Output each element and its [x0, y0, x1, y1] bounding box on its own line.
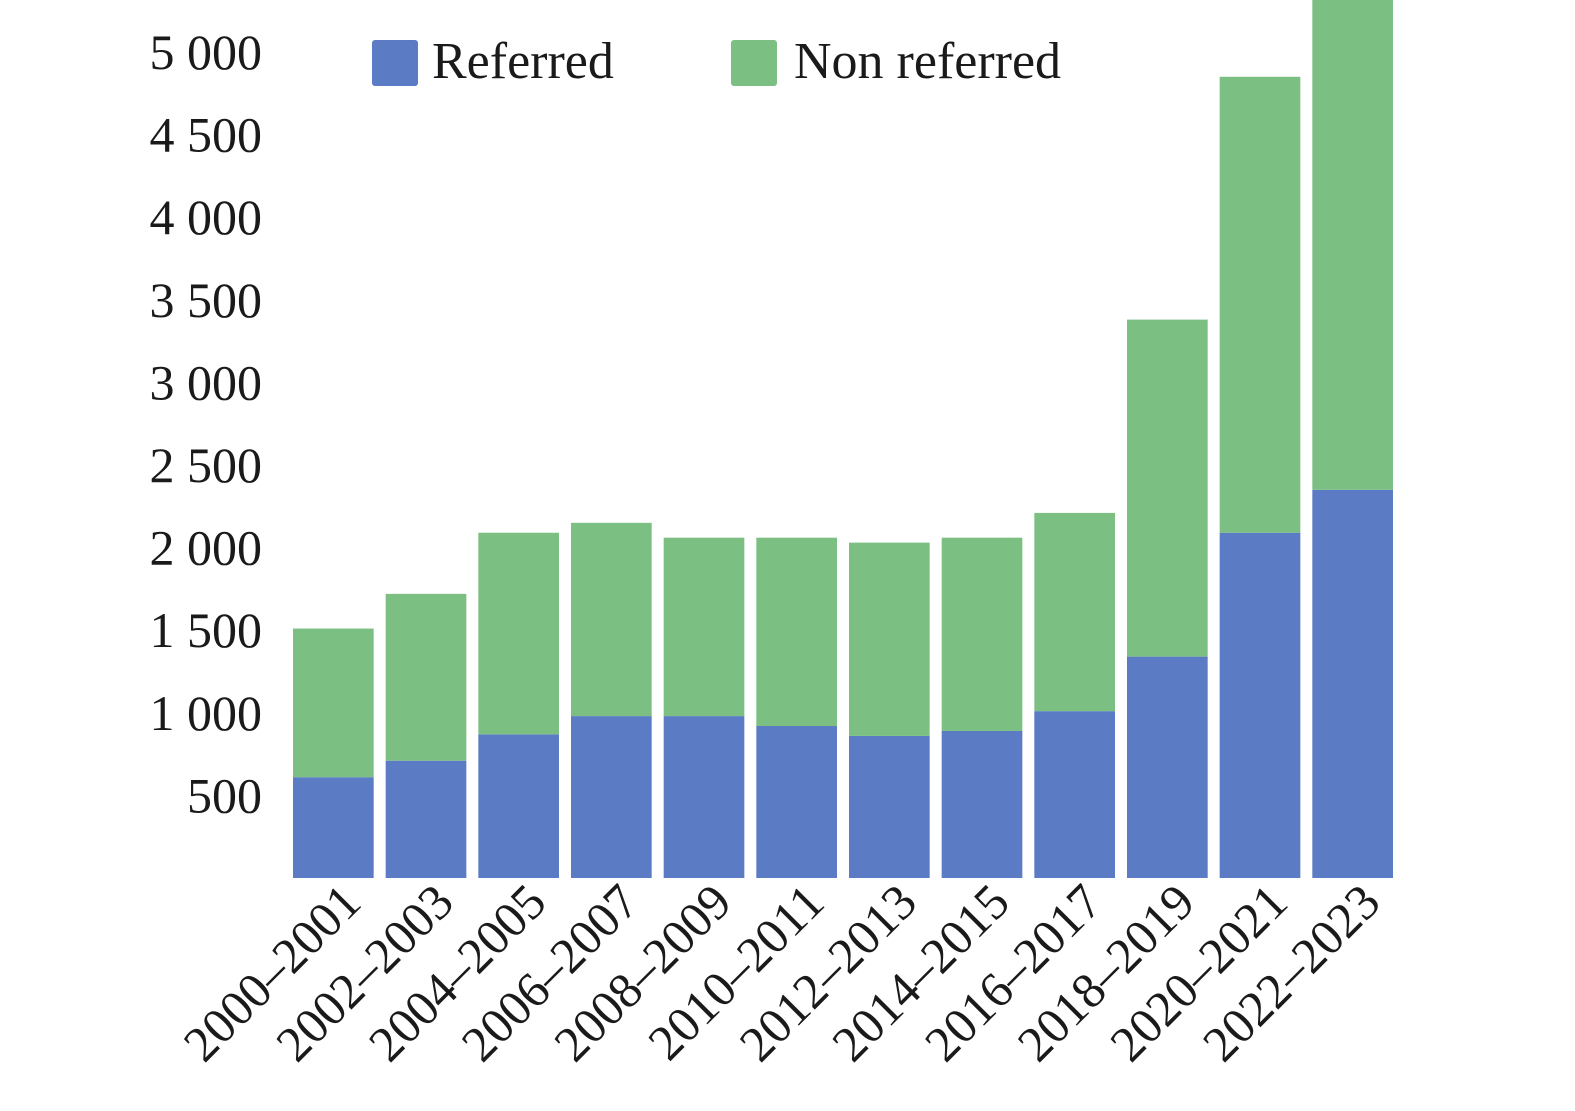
legend-label: Non referred: [794, 33, 1061, 90]
bar-non-referred: [756, 537, 837, 727]
bar-non-referred: [571, 522, 652, 717]
bar-referred: [1219, 532, 1301, 878]
bar-referred: [293, 777, 374, 878]
bar-referred: [756, 726, 837, 878]
y-tick-label: 2 500: [150, 437, 263, 493]
y-tick-label: 1 500: [150, 602, 263, 658]
legend: Referred Non referred: [372, 33, 1061, 90]
y-tick-label: 500: [187, 767, 262, 823]
y-tick-label: 2 000: [150, 520, 263, 576]
bar-referred: [1034, 711, 1115, 878]
x-axis: 2000–20012002–20032004–20052006–20072008…: [172, 873, 1390, 1072]
y-tick-label: 3 000: [150, 354, 263, 410]
bar-non-referred: [1219, 76, 1301, 533]
bar-non-referred: [1034, 512, 1115, 712]
y-axis: 500 1 000 1 500 2 000 2 500 3 000 3 500 4 000 4 …: [150, 24, 263, 823]
y-tick-label: 4 000: [150, 189, 263, 245]
bar-non-referred: [478, 532, 559, 735]
legend-swatch: [372, 40, 418, 86]
bar-referred: [478, 734, 559, 878]
y-tick-label: 4 500: [150, 107, 263, 163]
y-tick-label: 1 000: [150, 685, 263, 741]
bar-non-referred: [663, 537, 745, 717]
bar-referred: [663, 716, 745, 878]
bar-referred: [385, 760, 467, 878]
bar-non-referred: [941, 537, 1023, 731]
bar-non-referred: [1127, 319, 1208, 657]
legend-label: Referred: [432, 33, 614, 90]
bar-referred: [571, 716, 652, 878]
bar-non-referred: [385, 593, 467, 761]
bars: [293, 0, 1393, 878]
y-tick-label: 3 500: [150, 272, 263, 328]
bar-non-referred: [1312, 0, 1393, 490]
y-tick-label: 5 000: [150, 24, 263, 80]
bar-referred: [1312, 489, 1393, 878]
legend-swatch: [731, 40, 777, 86]
bar-non-referred: [293, 628, 374, 778]
bar-referred: [1127, 656, 1208, 878]
bar-non-referred: [849, 542, 930, 736]
bar-referred: [941, 730, 1023, 878]
bar-referred: [849, 735, 930, 878]
